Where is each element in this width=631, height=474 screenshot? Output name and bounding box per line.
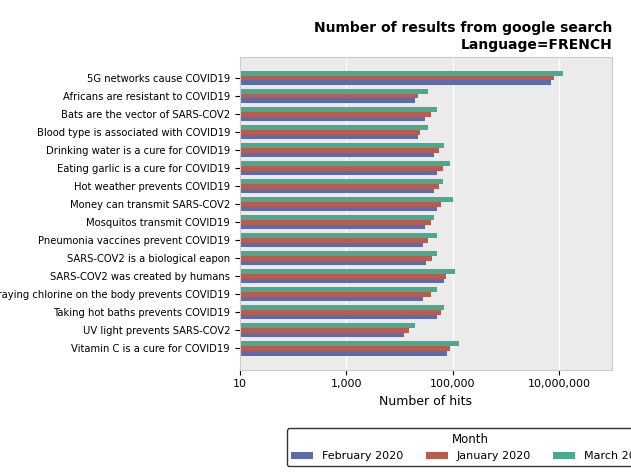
Bar bbox=[0, 243, 423, 247]
Bar bbox=[0, 261, 426, 265]
Bar bbox=[0, 215, 434, 220]
Bar bbox=[0, 233, 437, 238]
Text: Number of results from google search
Language=FRENCH: Number of results from google search Lan… bbox=[314, 21, 612, 52]
Bar bbox=[0, 130, 420, 135]
Bar bbox=[0, 220, 432, 225]
Bar bbox=[0, 287, 437, 292]
Bar bbox=[0, 207, 437, 211]
Bar bbox=[0, 107, 437, 112]
Bar bbox=[0, 256, 432, 261]
Bar bbox=[0, 333, 404, 337]
Bar bbox=[0, 297, 423, 301]
Bar bbox=[0, 328, 409, 333]
Bar bbox=[0, 99, 415, 103]
Bar bbox=[0, 71, 563, 76]
Bar bbox=[0, 153, 434, 157]
Bar bbox=[0, 135, 418, 139]
Bar bbox=[0, 117, 425, 121]
Bar bbox=[0, 341, 459, 346]
Bar bbox=[0, 171, 437, 175]
Bar bbox=[0, 143, 444, 148]
Bar bbox=[0, 148, 439, 153]
Bar bbox=[0, 76, 554, 81]
Bar bbox=[0, 202, 440, 207]
Bar bbox=[0, 81, 551, 85]
Bar bbox=[0, 161, 450, 166]
Bar bbox=[0, 323, 415, 328]
X-axis label: Number of hits: Number of hits bbox=[379, 395, 473, 408]
Bar bbox=[0, 351, 447, 356]
Bar bbox=[0, 184, 439, 189]
Bar bbox=[0, 274, 446, 279]
Bar bbox=[0, 279, 444, 283]
Bar bbox=[0, 251, 437, 256]
Bar bbox=[0, 310, 440, 315]
Bar bbox=[0, 125, 428, 130]
Bar bbox=[0, 238, 428, 243]
Bar bbox=[0, 189, 434, 193]
Bar bbox=[0, 305, 444, 310]
Bar bbox=[0, 269, 455, 274]
Bar bbox=[0, 197, 452, 202]
Bar bbox=[0, 179, 442, 184]
Bar bbox=[0, 292, 432, 297]
Legend: February 2020, January 2020, March 2020: February 2020, January 2020, March 2020 bbox=[286, 428, 631, 466]
Bar bbox=[0, 166, 442, 171]
Bar bbox=[0, 89, 428, 94]
Bar bbox=[0, 112, 432, 117]
Bar bbox=[0, 315, 437, 319]
Bar bbox=[0, 225, 425, 229]
Bar bbox=[0, 346, 450, 351]
Bar bbox=[0, 94, 418, 99]
